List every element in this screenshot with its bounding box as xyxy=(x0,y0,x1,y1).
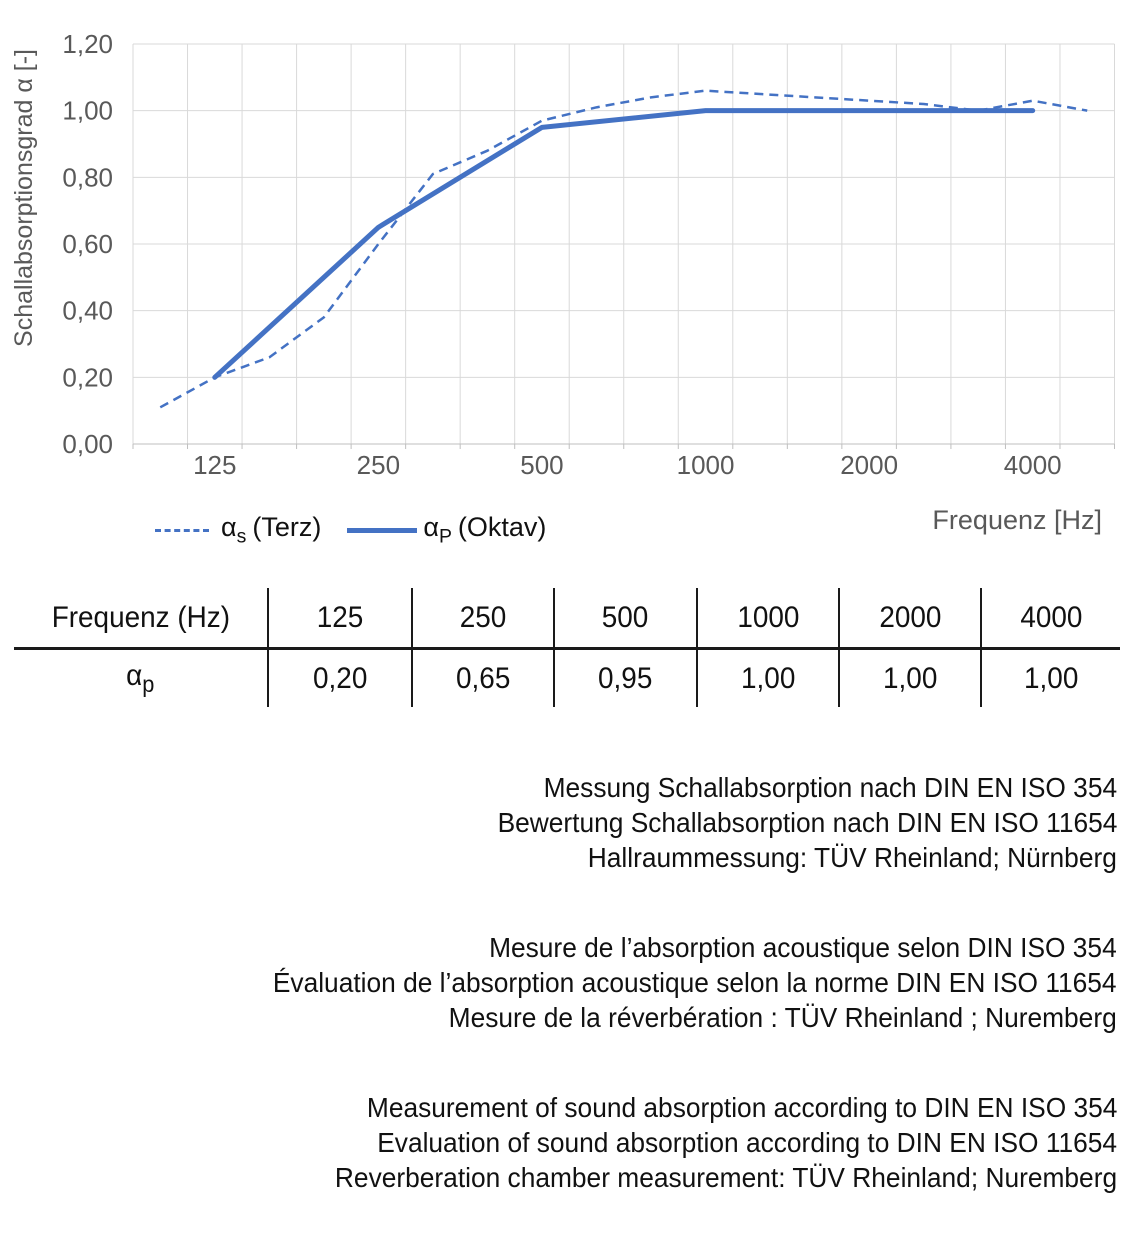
x-tick-label: 250 xyxy=(357,450,400,480)
table-value-row: αp 0,20 0,65 0,95 1,00 1,00 1,00 xyxy=(14,650,1120,707)
absorption-table: Frequenz (Hz) 125 250 500 1000 2000 4000 αp 0… xyxy=(14,588,1120,707)
y-tick-label: 0,20 xyxy=(62,362,113,392)
chart-legend: αs (Terz) αP (Oktav) xyxy=(155,512,546,548)
note-line: Mesure de la réverbération : TÜV Rheinla… xyxy=(448,1002,1117,1033)
table-value-cell: 1,00 xyxy=(980,650,1120,707)
note-line: Bewertung Schallabsorption nach DIN EN I… xyxy=(497,807,1117,838)
note-line: Mesure de l’absorption acoustique selon … xyxy=(489,932,1117,963)
table-header-cell: 250 xyxy=(411,588,553,647)
legend-solid-line-swatch xyxy=(347,527,418,533)
y-tick-label: 1,00 xyxy=(62,96,113,126)
table-header-cell: 1000 xyxy=(696,588,838,647)
legend-label-terz: αs (Terz) xyxy=(221,511,322,548)
table-header-cell: 500 xyxy=(553,588,696,647)
note-line: Evaluation of sound absorption according… xyxy=(377,1127,1117,1158)
table-header-frequency: Frequenz (Hz) xyxy=(51,600,230,634)
table-value-cell: 0,65 xyxy=(411,650,553,707)
y-tick-label: 1,20 xyxy=(62,29,113,59)
absorption-chart: 0,00 0,20 0,40 0,60 0,80 1,00 1,20 125 250 500 100… xyxy=(10,29,1115,480)
x-tick-label: 125 xyxy=(193,450,236,480)
y-axis-title: Schallabsorptionsgrad α [-] xyxy=(10,49,38,347)
x-tick-label: 500 xyxy=(520,450,563,480)
table-value-cell: 0,20 xyxy=(267,650,411,707)
x-tick-label: 4000 xyxy=(1004,450,1062,480)
note-line: Reverberation chamber measurement: TÜV R… xyxy=(334,1162,1117,1193)
table-value-cell: 0,95 xyxy=(553,650,696,707)
table-header-row: Frequenz (Hz) 125 250 500 1000 2000 4000 xyxy=(14,588,1120,650)
note-line: Measurement of sound absorption accordin… xyxy=(366,1092,1117,1123)
y-tick-label: 0,00 xyxy=(62,429,113,459)
note-block-german: Messung Schallabsorption nach DIN EN ISO… xyxy=(458,770,1117,875)
note-block-french: Mesure de l’absorption acoustique selon … xyxy=(219,930,1117,1035)
series-line-terz-dashed xyxy=(159,89,1088,409)
x-axis-title: Frequenz [Hz] xyxy=(932,505,1102,535)
y-tick-label: 0,40 xyxy=(62,296,113,326)
note-line: Évaluation de l’absorption acoustique se… xyxy=(273,967,1117,998)
x-tick-label: 2000 xyxy=(840,450,898,480)
legend-label-oktav: αP (Oktav) xyxy=(423,511,547,548)
series-line-oktav-solid xyxy=(212,108,1036,380)
table-row-label-alpha-p: αp xyxy=(126,659,155,697)
y-tick-label: 0,80 xyxy=(62,162,113,192)
table-value-cell: 1,00 xyxy=(838,650,980,707)
note-block-english: Measurement of sound absorption accordin… xyxy=(285,1090,1117,1195)
note-line: Hallraummessung: TÜV Rheinland; Nürnberg xyxy=(587,842,1117,873)
x-tick-label: 1000 xyxy=(677,450,735,480)
y-tick-label: 0,60 xyxy=(62,229,113,259)
table-value-cell: 1,00 xyxy=(696,650,838,707)
table-header-cell: 2000 xyxy=(838,588,980,647)
table-header-cell: 125 xyxy=(267,588,411,647)
legend-dashed-line-swatch xyxy=(155,528,209,532)
table-header-cell: 4000 xyxy=(980,588,1120,647)
note-line: Messung Schallabsorption nach DIN EN ISO… xyxy=(543,772,1117,803)
